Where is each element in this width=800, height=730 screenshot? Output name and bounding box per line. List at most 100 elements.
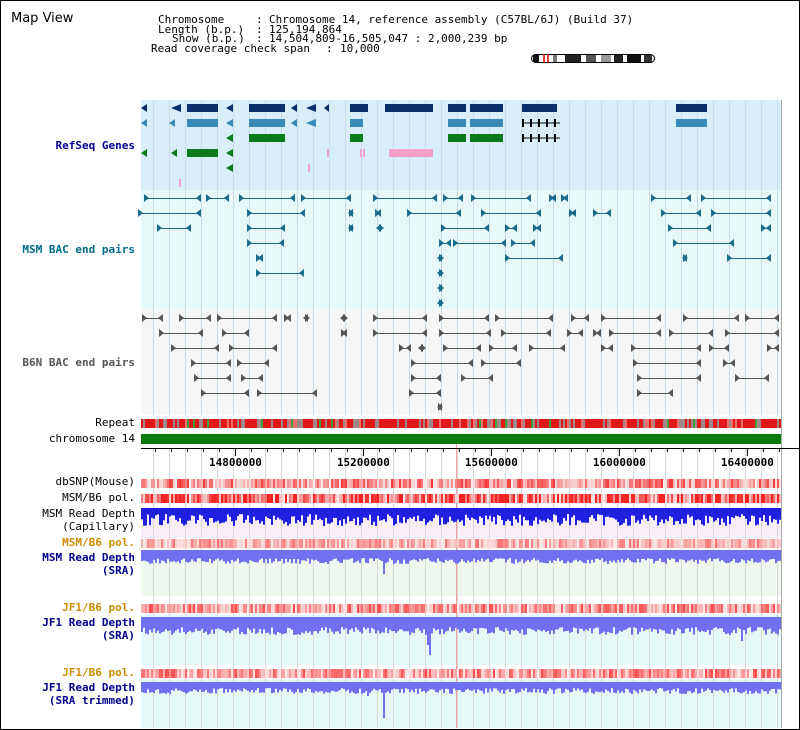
depth-bar — [231, 508, 233, 522]
depth-bar — [613, 508, 615, 519]
repeat-segment — [495, 419, 497, 428]
heat-cell — [657, 479, 659, 488]
depth-bar — [713, 508, 715, 522]
depth-bar — [289, 617, 291, 629]
heat-cell — [761, 604, 763, 613]
repeat-segment — [401, 419, 403, 428]
heat-cell — [611, 669, 613, 678]
depth-bar — [143, 682, 145, 693]
depth-bar — [523, 550, 525, 564]
heat-cell — [703, 479, 705, 488]
depth-bar — [711, 508, 713, 518]
depth-bar — [777, 550, 779, 561]
chromosome-ideogram[interactable] — [531, 54, 655, 63]
depth-bar — [401, 550, 403, 564]
heat-cell — [295, 604, 297, 613]
heat-cell — [445, 604, 447, 613]
track-label-jf1-depth-sra[interactable]: JF1 Read Depth — [42, 616, 135, 629]
heat-cell — [427, 494, 429, 503]
bac-end — [299, 269, 304, 277]
depth-bar — [147, 682, 149, 690]
track-label-repeat[interactable]: Repeat — [95, 416, 135, 429]
depth-bar — [315, 682, 317, 691]
depth-bar — [297, 617, 299, 635]
heat-cell — [665, 539, 667, 548]
heat-cell — [695, 669, 697, 678]
heat-cell — [299, 494, 301, 503]
depth-bar — [559, 550, 561, 562]
heat-cell — [235, 479, 237, 488]
track-label-chromosome[interactable]: chromosome 14 — [48, 432, 135, 445]
heat-cell — [599, 604, 601, 613]
heat-cell — [383, 479, 385, 488]
depth-bar — [209, 508, 211, 519]
heat-cell — [357, 604, 359, 613]
track-label-jf1-depth-trim[interactable]: JF1 Read Depth — [42, 681, 135, 694]
heat-cell — [561, 539, 563, 548]
depth-bar — [747, 508, 749, 525]
heat-cell — [323, 669, 325, 678]
heat-cell — [221, 604, 223, 613]
heat-cell — [705, 669, 707, 678]
depth-bar — [619, 550, 621, 563]
track-label-msm-b6-pol-2[interactable]: MSM/B6 pol. — [62, 536, 135, 549]
repeat-segment — [701, 419, 703, 428]
bac-end — [501, 329, 506, 337]
track-label-jf1-b6-pol-2[interactable]: JF1/B6 pol. — [62, 666, 135, 679]
heat-cell — [345, 669, 347, 678]
depth-bar — [175, 617, 177, 631]
depth-bar — [625, 682, 627, 689]
gene-exon — [554, 119, 556, 127]
depth-bar — [259, 508, 261, 524]
heat-cell — [771, 479, 773, 488]
track-label-jf1-b6-pol[interactable]: JF1/B6 pol. — [62, 601, 135, 614]
bac-end — [217, 314, 222, 322]
depth-bar — [777, 508, 779, 524]
repeat-segment — [151, 419, 153, 428]
depth-bar — [347, 682, 349, 690]
heat-cell — [625, 539, 627, 548]
track-label-msm-depth-cap[interactable]: MSM Read Depth — [42, 507, 135, 520]
heat-cell — [489, 479, 491, 488]
heat-cell — [355, 494, 357, 503]
depth-bar — [405, 550, 407, 564]
bac-end — [373, 314, 378, 322]
depth-bar — [637, 550, 639, 559]
heat-cell — [409, 494, 411, 503]
track-label-refseq[interactable]: RefSeq Genes — [55, 139, 135, 152]
track-label-msm-b6-pol[interactable]: MSM/B6 pol. — [62, 491, 135, 504]
heat-cell — [499, 479, 501, 488]
depth-bar — [639, 617, 641, 632]
depth-bar — [683, 682, 685, 694]
heat-cell — [361, 494, 363, 503]
depth-bar — [571, 617, 573, 633]
depth-bar — [773, 682, 775, 689]
repeat-segment — [255, 419, 257, 428]
heat-cell — [403, 494, 405, 503]
repeat-segment — [197, 419, 199, 428]
depth-bar — [539, 508, 541, 520]
depth-bar — [559, 508, 561, 526]
depth-bar — [623, 508, 625, 523]
heat-cell — [269, 604, 271, 613]
heat-cell — [385, 479, 387, 488]
heat-cell — [517, 539, 519, 548]
depth-bar — [663, 682, 665, 692]
repeat-segment — [299, 419, 301, 428]
depth-bar — [277, 682, 279, 693]
heat-cell — [481, 539, 483, 548]
depth-bar — [749, 550, 751, 562]
track-label-b6n-bac[interactable]: B6N BAC end pairs — [22, 356, 135, 369]
heat-cell — [183, 539, 185, 548]
depth-bar — [741, 550, 743, 560]
track-label-dbsnp[interactable]: dbSNP(Mouse) — [55, 475, 135, 488]
repeat-segment — [597, 419, 599, 428]
heat-cell — [583, 479, 585, 488]
track-label-msm-bac[interactable]: MSM BAC end pairs — [22, 243, 135, 256]
depth-bar — [621, 682, 623, 692]
track-label-msm-depth-sra[interactable]: MSM Read Depth — [42, 551, 135, 564]
depth-bar — [739, 682, 741, 693]
heat-cell — [551, 494, 553, 503]
heat-cell — [749, 604, 751, 613]
